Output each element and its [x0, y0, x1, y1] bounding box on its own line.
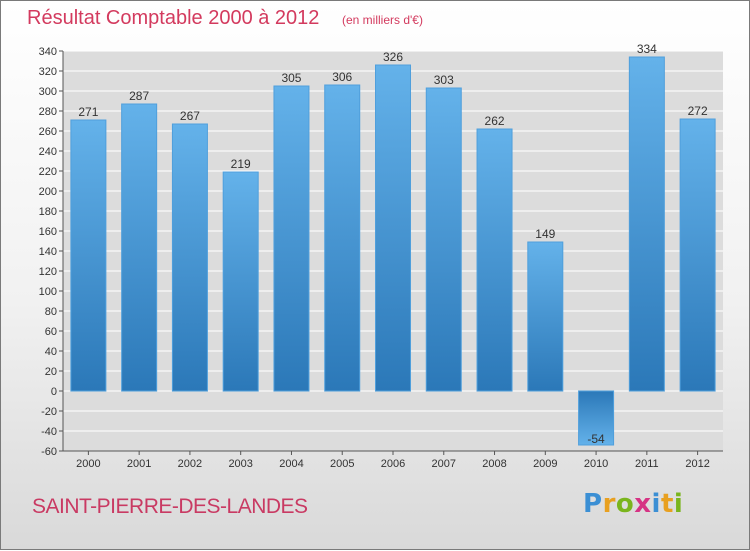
bar-value-label: 326 — [383, 50, 403, 64]
x-tick-label: 2005 — [330, 458, 354, 470]
commune-name: SAINT-PIERRE-DES-LANDES — [32, 495, 308, 518]
bar-value-label: 334 — [637, 42, 657, 56]
logo-letter: i — [673, 489, 684, 519]
y-tick-label: 60 — [45, 326, 57, 338]
y-tick-label: 220 — [39, 166, 57, 178]
bar-value-label: 262 — [485, 114, 505, 128]
x-tick-label: 2009 — [533, 458, 557, 470]
bar — [679, 118, 716, 392]
bar — [70, 119, 107, 392]
y-tick-label: 260 — [39, 126, 57, 138]
logo-letter: t — [660, 489, 674, 519]
x-tick-label: 2010 — [584, 458, 608, 470]
y-tick-label: 0 — [51, 386, 57, 398]
y-tick-label: 280 — [39, 106, 57, 118]
logo-letter: P — [583, 489, 603, 519]
bar-value-label: 219 — [231, 157, 251, 171]
y-tick-label: 160 — [39, 226, 57, 238]
bar — [121, 103, 158, 392]
bar — [476, 128, 513, 392]
bar-value-label: 272 — [688, 104, 708, 118]
x-tick-label: 2001 — [127, 458, 151, 470]
y-tick-label: 320 — [39, 66, 57, 78]
bar-value-label: 267 — [180, 109, 200, 123]
logo-letter: o — [615, 489, 635, 519]
bar-value-label: 271 — [78, 105, 98, 119]
bar-value-label: 287 — [129, 89, 149, 103]
bar-value-label: 305 — [281, 71, 301, 85]
logo-letter: x — [634, 489, 652, 519]
y-tick-label: -20 — [41, 406, 57, 418]
x-tick-label: 2007 — [432, 458, 456, 470]
bar-value-label: -54 — [587, 432, 605, 446]
y-tick-label: 340 — [39, 46, 57, 58]
y-tick-label: 240 — [39, 146, 57, 158]
bar-value-label: 149 — [535, 227, 555, 241]
y-tick-label: 180 — [39, 206, 57, 218]
bar — [324, 84, 361, 392]
x-tick-label: 2003 — [228, 458, 252, 470]
x-tick-label: 2004 — [279, 458, 303, 470]
bar — [425, 87, 462, 392]
bar — [628, 56, 665, 392]
proxiti-logo: Proxiti — [583, 489, 683, 519]
bar — [171, 123, 208, 392]
y-tick-label: 20 — [45, 366, 57, 378]
chart-subtitle: (en milliers d'€) — [342, 13, 423, 27]
bar-value-label: 306 — [332, 70, 352, 84]
logo-letter: i — [651, 489, 661, 519]
y-tick-label: 300 — [39, 86, 57, 98]
x-tick-label: 2000 — [76, 458, 100, 470]
bar — [527, 241, 564, 392]
y-tick-label: 80 — [45, 306, 57, 318]
bar — [375, 64, 411, 392]
x-tick-label: 2012 — [685, 458, 709, 470]
x-tick-label: 2011 — [635, 458, 659, 470]
x-tick-label: 2002 — [178, 458, 202, 470]
y-tick-label: 40 — [45, 346, 57, 358]
y-tick-label: 140 — [39, 246, 57, 258]
logo-letter: r — [602, 489, 616, 519]
y-tick-label: 120 — [39, 266, 57, 278]
y-tick-label: -60 — [41, 446, 57, 458]
x-tick-label: 2006 — [381, 458, 405, 470]
plot-area: -60 -40 -20 0 20 40 60 80 100 120 140 160 180 200 220 2… — [39, 42, 723, 470]
bar-value-label: 303 — [434, 73, 454, 87]
y-tick-label: 100 — [39, 286, 57, 298]
y-tick-label: -40 — [41, 426, 57, 438]
x-tick-label: 2008 — [482, 458, 506, 470]
bar — [222, 171, 259, 392]
bar — [273, 85, 310, 392]
bar — [578, 390, 615, 446]
y-tick-label: 200 — [39, 186, 57, 198]
chart-title: Résultat Comptable 2000 à 2012 — [27, 7, 320, 29]
